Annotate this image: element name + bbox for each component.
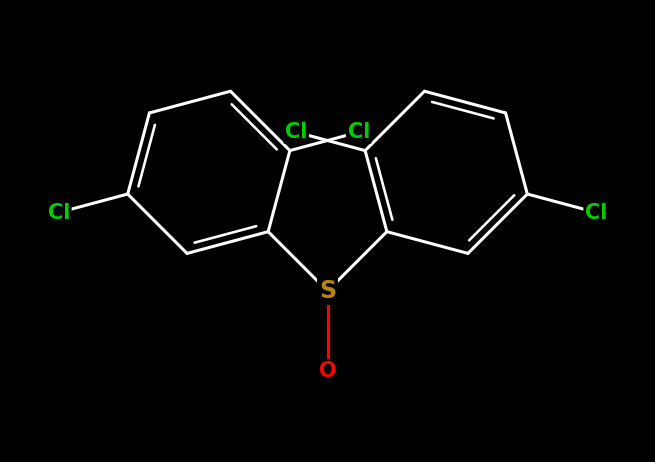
Text: Cl: Cl bbox=[285, 122, 307, 142]
Text: Cl: Cl bbox=[585, 202, 607, 223]
Text: Cl: Cl bbox=[348, 122, 370, 142]
Text: Cl: Cl bbox=[48, 202, 70, 223]
Text: S: S bbox=[319, 279, 336, 303]
Text: O: O bbox=[319, 361, 336, 381]
